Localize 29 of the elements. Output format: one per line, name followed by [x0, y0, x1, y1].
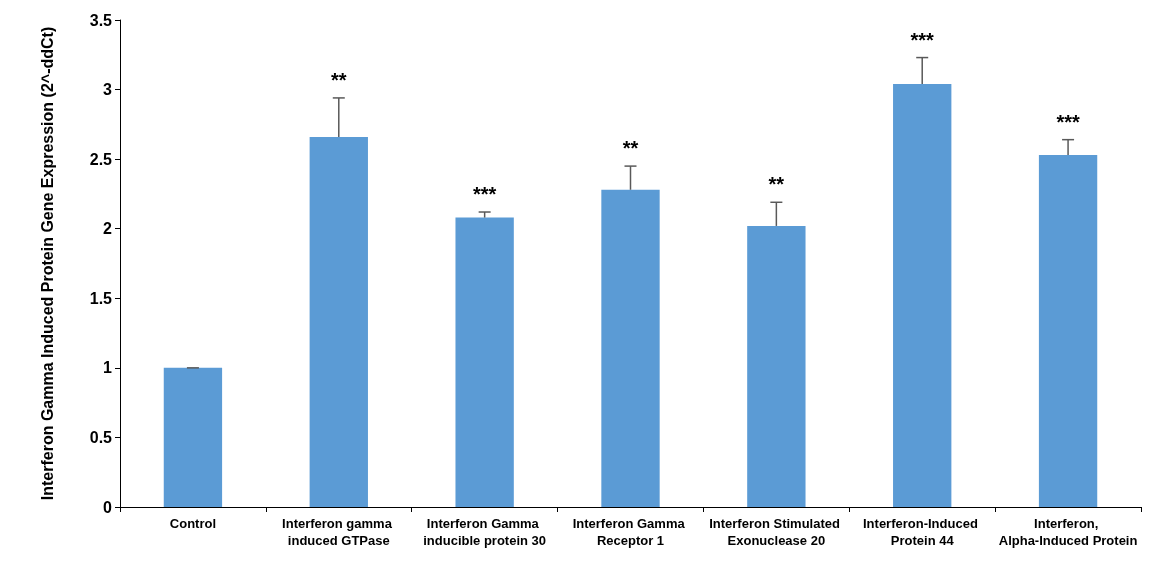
x-tick-label: Control	[169, 516, 217, 531]
y-tick-label: 1	[103, 359, 113, 377]
y-tick-label: 0	[103, 498, 113, 516]
annotation: ***	[910, 28, 935, 51]
bar	[163, 367, 223, 507]
y-tick-label: 2	[103, 220, 113, 238]
annotation: ***	[1056, 110, 1080, 133]
annotation: **	[622, 137, 639, 160]
bar	[455, 217, 514, 507]
x-tick-label: Interferon-Induced Protein 44	[862, 516, 982, 548]
y-tick-label: 0.5	[89, 428, 113, 446]
annotation: **	[331, 68, 347, 91]
x-tick-label: Interferon Gamma Receptor 1	[572, 516, 689, 548]
y-tick-label: 3	[103, 81, 113, 99]
bar	[1038, 154, 1098, 507]
x-tick-label: Interferon Gamma inducible protein 30	[423, 516, 547, 548]
bar	[309, 136, 368, 507]
bar	[601, 189, 660, 507]
y-tick-label: 2.5	[89, 150, 113, 168]
y-tick-label: 1.5	[89, 289, 113, 307]
bar	[893, 84, 952, 507]
y-axis-title: Interferon Gamma Induced Protein Gene Expression (2^-ddCt)	[39, 26, 56, 501]
x-tick-label: Interferon gamma induced GTPase	[282, 516, 396, 548]
annotation: **	[768, 173, 785, 196]
x-tick-label: Interferon, Alpha-Induced Protein	[998, 516, 1138, 548]
bar	[747, 225, 806, 507]
annotation: ***	[472, 183, 497, 206]
x-tick-label: Interferon Stimulated Exonuclease 20	[709, 516, 844, 548]
y-tick-label: 3.5	[89, 11, 113, 29]
